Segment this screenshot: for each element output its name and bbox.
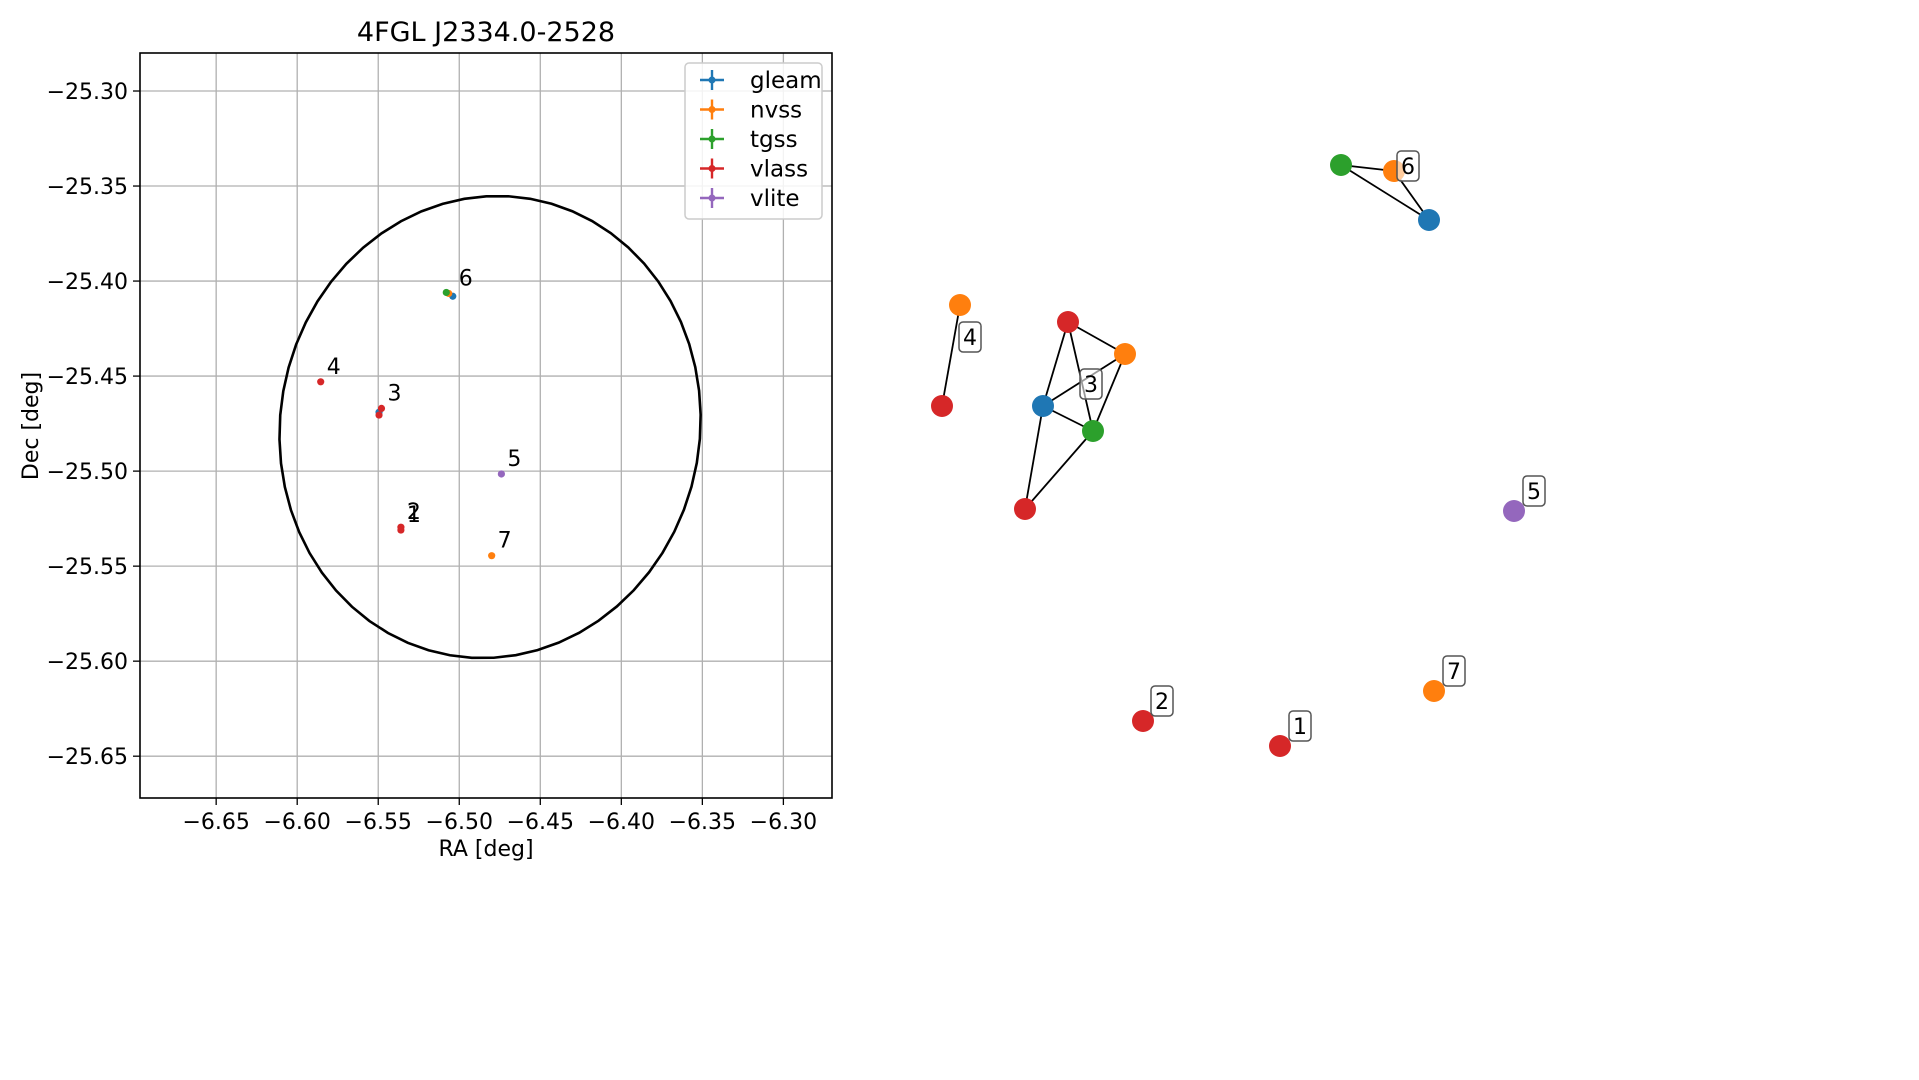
graph-label: 1: [1293, 715, 1307, 740]
graph-panel: 6 4 3 5 7 2 1: [931, 150, 1546, 757]
graph-label-box: [958, 321, 982, 353]
legend-marker-dot: [708, 76, 716, 84]
graph-node-nvss: [949, 294, 971, 316]
x-ticks: −6.65 −6.60 −6.55 −6.50 −6.45 −6.40 −6.35 −6.30: [182, 798, 817, 835]
graph-label: 2: [1155, 690, 1169, 715]
graph-labels: 6 4 3 5 7 2 1: [958, 150, 1546, 742]
x-tick-label: −6.65: [182, 810, 249, 835]
point-vlass: [397, 526, 405, 534]
legend-frame: [684, 62, 823, 220]
graph-node-tgss: [1330, 154, 1352, 176]
legend-marker-dot: [708, 106, 716, 113]
graph-label: 3: [1084, 373, 1098, 398]
x-tick-label: −6.60: [263, 810, 330, 835]
plot-frame: [139, 52, 833, 799]
legend: gleam nvss tgss vlass vlite: [684, 62, 823, 220]
x-tick-label: −6.40: [588, 810, 655, 835]
point-vlass: [375, 411, 383, 419]
graph-node-gleam: [1032, 395, 1054, 417]
legend-label: vlite: [750, 186, 800, 212]
graph-node-vlass: [1269, 735, 1291, 757]
point-label: 1: [407, 503, 421, 528]
y-tick-label: −25.45: [47, 365, 128, 390]
graph-edges: [941, 164, 1430, 510]
legend-marker-dot: [708, 194, 716, 202]
point-vlass: [317, 378, 325, 386]
x-tick-label: −6.50: [426, 810, 493, 835]
point-label: 6: [459, 266, 473, 291]
graph-label-box: [1150, 685, 1174, 717]
grid: [140, 53, 832, 798]
y-tick-label: −25.30: [47, 80, 128, 105]
y-tick-label: −25.35: [47, 175, 128, 200]
graph-edge: [1024, 430, 1094, 510]
legend-label: vlass: [750, 157, 808, 183]
graph-label-box: [1079, 368, 1103, 400]
graph-node-vlass: [1132, 710, 1154, 732]
point-label: 4: [327, 355, 341, 380]
graph-label: 4: [963, 326, 977, 351]
graph-node-vlass: [1057, 311, 1079, 333]
data-points: [317, 288, 505, 560]
x-axis-label: RA [deg]: [438, 837, 533, 862]
graph-label: 7: [1447, 660, 1461, 685]
graph-edge: [1024, 405, 1044, 510]
graph-node-vlass: [1014, 498, 1036, 520]
point-tgss: [442, 288, 450, 297]
legend-marker-dot: [708, 135, 716, 143]
graph-label: 6: [1401, 155, 1415, 180]
point-label: 3: [387, 381, 401, 406]
graph-label-box: [1396, 150, 1420, 182]
legend-marker-dot: [708, 165, 716, 172]
graph-nodes: [931, 154, 1525, 757]
point-label: 7: [498, 529, 512, 554]
x-tick-label: −6.45: [507, 810, 574, 835]
point-vlite: [497, 470, 505, 478]
legend-label: nvss: [750, 98, 802, 124]
uncertainty-ellipse: [278, 194, 702, 660]
x-tick-label: −6.30: [750, 810, 817, 835]
point-label: 5: [507, 447, 521, 472]
graph-edge: [1340, 164, 1430, 221]
y-tick-label: −25.60: [47, 650, 128, 675]
chart-title: 4FGL J2334.0-2528: [357, 17, 615, 48]
graph-label: 5: [1527, 480, 1541, 505]
graph-label-box: [1442, 655, 1466, 687]
graph-edge: [1042, 321, 1069, 407]
x-tick-label: −6.35: [669, 810, 736, 835]
graph-edge: [941, 304, 961, 407]
y-tick-label: −25.40: [47, 270, 128, 295]
y-tick-label: −25.55: [47, 555, 128, 580]
point-nvss: [488, 552, 496, 560]
x-tick-label: −6.55: [345, 810, 412, 835]
point-labels: 12 3 4 5 6 7: [327, 266, 522, 553]
graph-node-gleam: [1418, 209, 1440, 231]
y-tick-label: −25.65: [47, 745, 128, 770]
y-axis-label: Dec [deg]: [19, 372, 44, 480]
graph-label-box: [1288, 710, 1312, 742]
graph-node-tgss: [1082, 420, 1104, 442]
point-label: 2: [407, 500, 421, 525]
graph-label-box: [1522, 475, 1546, 507]
legend-label: gleam: [750, 68, 822, 94]
legend-label: tgss: [750, 127, 798, 153]
graph-edge: [1092, 353, 1126, 432]
point-vlass: [377, 404, 386, 412]
graph-node-nvss: [1423, 680, 1445, 702]
graph-node-nvss: [1114, 343, 1136, 365]
graph-node-vlass: [931, 395, 953, 417]
y-ticks: −25.30 −25.35 −25.40 −25.45 −25.50 −25.55 −25.…: [47, 80, 140, 770]
graph-node-vlite: [1503, 500, 1525, 522]
y-tick-label: −25.50: [47, 460, 128, 485]
